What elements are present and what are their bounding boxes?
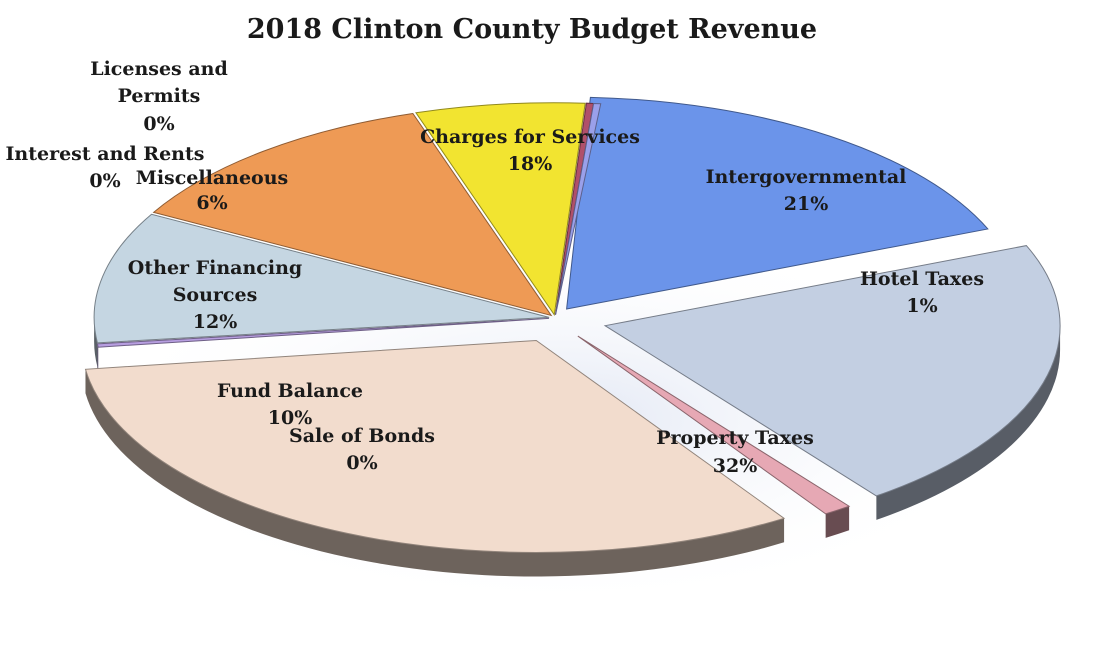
slice-percent: 12% [193, 311, 238, 333]
slice-wall [97, 343, 99, 372]
slice-label-intergovernmental: Intergovernmental 21% [706, 166, 907, 215]
pie-slice-hotel-taxes [577, 335, 851, 515]
pie-slice-miscellaneous [415, 102, 586, 317]
slice-wall [85, 369, 785, 577]
slice-wall [94, 317, 98, 367]
pie-slice-licenses-and-permits [555, 102, 602, 315]
slice-label-property-taxes: Property Taxes 32% [656, 427, 814, 477]
slice-percent: 10% [268, 407, 313, 429]
slice-label-charges-for-services: Charges for Services 18% [420, 126, 640, 175]
pie-slice-property-taxes [84, 339, 786, 554]
pie-slices [84, 96, 1061, 577]
slice-name-line-2: Sources [173, 284, 258, 306]
slice-name: Intergovernmental [706, 166, 907, 188]
pie-slice-fund-balance [93, 213, 550, 344]
slice-percent: 0% [89, 170, 120, 192]
slice-percent: 1% [906, 295, 937, 317]
pie-slice-other-financing-sources [152, 112, 553, 317]
slice-name: Charges for Services [420, 126, 640, 148]
slice-name: Interest and Rents [6, 143, 205, 165]
chart-title: 2018 Clinton County Budget Revenue [247, 14, 817, 45]
slice-percent: 32% [713, 455, 758, 477]
slice-label-other-financing-sources: Other Financing Sources 12% [128, 257, 302, 333]
slice-label-sale-of-bonds: Sale of Bonds 0% [289, 425, 435, 474]
slice-wall [876, 325, 1061, 520]
slice-name: Fund Balance [217, 380, 363, 402]
slice-label-hotel-taxes: Hotel Taxes 1% [860, 268, 984, 317]
slice-label-licenses-and-permits: Licenses and Permits 0% [90, 58, 228, 135]
slice-name-line-1: Licenses and [90, 58, 228, 80]
slice-label-miscellaneous: Miscellaneous 6% [136, 167, 288, 214]
slice-label-fund-balance: Fund Balance 10% [217, 380, 363, 429]
slice-percent: 0% [346, 452, 377, 474]
slice-percent: 6% [196, 192, 227, 214]
pie-slice-sale-of-bonds [96, 317, 550, 348]
slice-label-interest-and-rents: Interest and Rents 0% [6, 143, 205, 192]
slice-percent: 0% [143, 113, 174, 135]
slice-wall [825, 506, 850, 538]
slice-name-line-2: Permits [118, 85, 201, 107]
slice-name-line-1: Other Financing [128, 257, 302, 279]
slice-percent: 18% [508, 153, 553, 175]
pie-slice-intergovernmental [603, 245, 1061, 497]
slice-percent: 21% [784, 193, 829, 215]
slice-name: Sale of Bonds [289, 425, 435, 447]
slice-name: Miscellaneous [136, 167, 288, 189]
slice-name: Property Taxes [656, 427, 814, 449]
slice-name: Hotel Taxes [860, 268, 984, 290]
pie-slice-charges-for-services [566, 96, 989, 310]
